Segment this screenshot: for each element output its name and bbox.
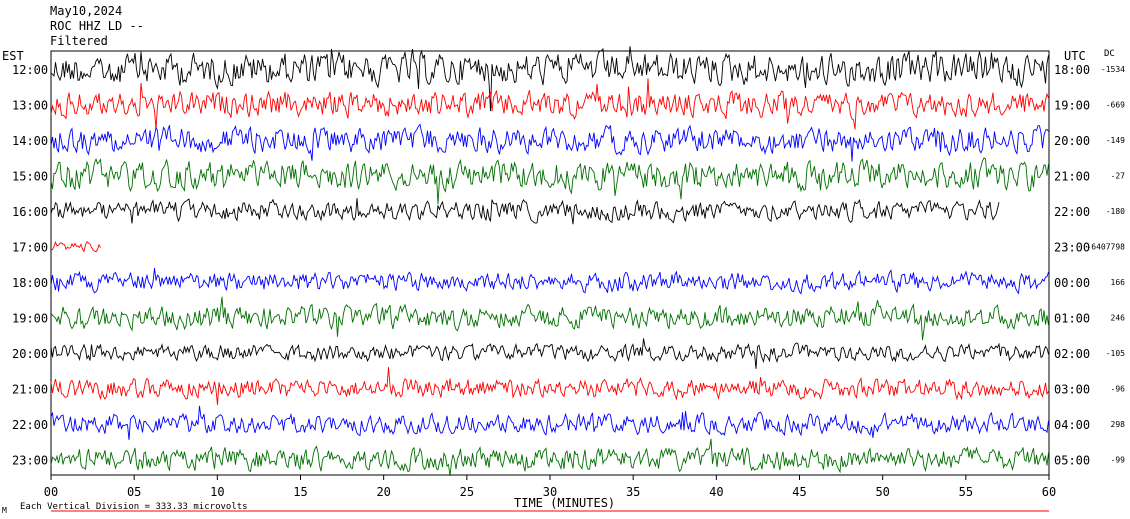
utc-label-2200: 22:00 bbox=[1054, 205, 1090, 219]
utc-label-0100: 01:00 bbox=[1054, 312, 1090, 326]
dc-label-7: 246 bbox=[1111, 314, 1126, 323]
est-label-1200: 12:00 bbox=[12, 63, 48, 77]
trace-2200 bbox=[50, 405, 1049, 440]
x-axis-label: TIME (MINUTES) bbox=[514, 496, 616, 510]
x-tick-label-15: 15 bbox=[293, 485, 307, 499]
utc-hour-labels: 18:00 19:00 20:00 21:00 22:00 23:00 00:00 01:00… bbox=[1054, 63, 1090, 468]
right-axis-title: UTC bbox=[1064, 49, 1086, 63]
utc-label-0200: 02:00 bbox=[1054, 347, 1090, 361]
footer-mark: M bbox=[2, 506, 7, 515]
seismogram-traces bbox=[50, 46, 1049, 477]
dc-label-3: -27 bbox=[1111, 172, 1126, 181]
est-label-1900: 19:00 bbox=[12, 312, 48, 326]
dc-label-5: -6407798 bbox=[1086, 243, 1125, 252]
utc-label-2100: 21:00 bbox=[1054, 170, 1090, 184]
trace-2100 bbox=[50, 367, 1049, 405]
utc-label-1900: 19:00 bbox=[1054, 99, 1090, 113]
est-label-1300: 13:00 bbox=[12, 99, 48, 113]
trace-2300 bbox=[50, 438, 1049, 477]
trace-1200 bbox=[50, 46, 1049, 112]
est-label-1500: 15:00 bbox=[12, 170, 48, 184]
est-label-1800: 18:00 bbox=[12, 276, 48, 290]
header-station: ROC HHZ LD -- bbox=[50, 19, 144, 33]
x-axis-ticks: 00 05 10 15 20 25 30 35 40 45 50 55 60 bbox=[44, 475, 1056, 499]
dc-label-11: -99 bbox=[1111, 456, 1126, 465]
utc-label-0300: 03:00 bbox=[1054, 383, 1090, 397]
dc-label-8: -105 bbox=[1106, 349, 1125, 358]
trace-1600 bbox=[50, 198, 1000, 225]
est-hour-labels: 12:00 13:00 14:00 15:00 16:00 17:00 18:00 19:00… bbox=[12, 63, 48, 468]
utc-label-1800: 18:00 bbox=[1054, 63, 1090, 77]
est-label-1700: 17:00 bbox=[12, 241, 48, 255]
x-tick-label-50: 50 bbox=[875, 485, 889, 499]
est-label-1600: 16:00 bbox=[12, 205, 48, 219]
dc-label-6: 166 bbox=[1111, 278, 1126, 287]
x-tick-label-55: 55 bbox=[959, 485, 973, 499]
x-tick-label-45: 45 bbox=[792, 485, 806, 499]
trace-1500 bbox=[50, 157, 1049, 205]
x-tick-label-10: 10 bbox=[210, 485, 224, 499]
x-tick-label-35: 35 bbox=[626, 485, 640, 499]
trace-1700 bbox=[50, 240, 101, 253]
x-tick-label-25: 25 bbox=[460, 485, 474, 499]
est-label-1400: 14:00 bbox=[12, 134, 48, 148]
utc-label-2000: 20:00 bbox=[1054, 134, 1090, 148]
utc-label-0500: 05:00 bbox=[1054, 454, 1090, 468]
trace-1900 bbox=[50, 296, 1049, 341]
utc-label-2300: 23:00 bbox=[1054, 241, 1090, 255]
dc-label-0: -1534 bbox=[1101, 65, 1125, 74]
x-tick-label-00: 00 bbox=[44, 485, 58, 499]
x-tick-label-40: 40 bbox=[709, 485, 723, 499]
trace-1800 bbox=[50, 267, 1049, 295]
trace-1300 bbox=[50, 78, 1049, 130]
dc-label-10: 298 bbox=[1111, 420, 1126, 429]
trace-2000 bbox=[50, 338, 1049, 369]
utc-label-0000: 00:00 bbox=[1054, 276, 1090, 290]
trace-1400 bbox=[50, 123, 1049, 162]
est-label-2200: 22:00 bbox=[12, 418, 48, 432]
est-label-2100: 21:00 bbox=[12, 383, 48, 397]
dc-label-4: -180 bbox=[1106, 207, 1125, 216]
dc-title: DC bbox=[1104, 49, 1115, 59]
est-label-2000: 20:00 bbox=[12, 347, 48, 361]
x-tick-label-20: 20 bbox=[376, 485, 390, 499]
header-date: May10,2024 bbox=[50, 4, 123, 18]
x-tick-label-60: 60 bbox=[1042, 485, 1056, 499]
dc-label-2: -149 bbox=[1106, 136, 1125, 145]
x-tick-label-30: 30 bbox=[543, 485, 557, 499]
est-label-2300: 23:00 bbox=[12, 454, 48, 468]
left-axis-title: EST bbox=[2, 49, 24, 63]
utc-label-0400: 04:00 bbox=[1054, 418, 1090, 432]
x-tick-label-05: 05 bbox=[127, 485, 141, 499]
dc-label-1: -669 bbox=[1106, 101, 1125, 110]
plot-frame bbox=[50, 50, 1050, 476]
dc-offset-labels: -1534 -669 -149 -27 -180 -6407798 166 246 -105 -9… bbox=[1086, 65, 1125, 465]
dc-label-9: -96 bbox=[1111, 385, 1126, 394]
vertical-division-note: Each Vertical Division = 333.33 microvol… bbox=[20, 502, 248, 512]
header-filter: Filtered bbox=[50, 34, 108, 48]
